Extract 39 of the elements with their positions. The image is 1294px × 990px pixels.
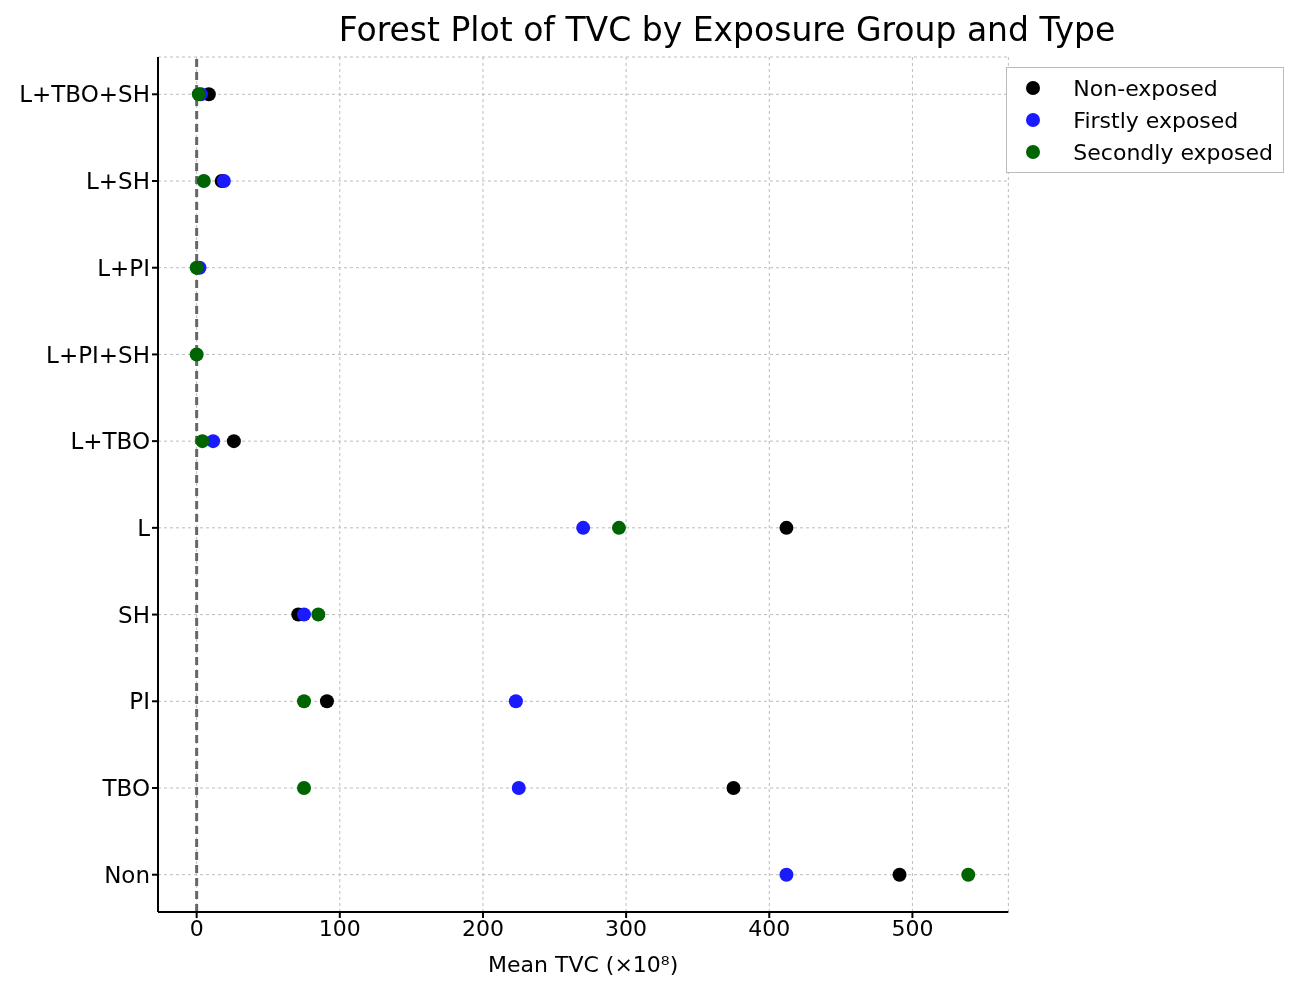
point [892, 867, 907, 882]
y-tick-label: L+TBO+SH [19, 81, 150, 108]
x-axis-title: Mean TVC (×10⁸) [488, 952, 679, 977]
point [779, 520, 794, 535]
y-tick-label: L+TBO [70, 428, 150, 455]
point [726, 781, 741, 795]
y-tick-label: L+PI [97, 254, 150, 281]
point [297, 694, 312, 709]
point [196, 174, 211, 188]
x-tick-label: 100 [318, 915, 361, 941]
point [195, 434, 210, 449]
x-tick-label: 400 [748, 915, 791, 941]
chart-title: Forest Plot of TVC by Exposure Group and Type [337, 9, 1117, 51]
y-tick-label: SH [118, 601, 150, 628]
legend-label: Secondly exposed [1073, 139, 1273, 165]
point [611, 520, 626, 535]
point [508, 694, 523, 709]
y-tick-label: PI [129, 688, 150, 715]
point [511, 781, 526, 795]
point [297, 781, 312, 795]
point [311, 607, 326, 622]
point [226, 434, 241, 449]
point [189, 347, 204, 362]
legend-label: Non-exposed [1073, 75, 1218, 101]
x-tick-label: 500 [891, 915, 934, 941]
y-tick-label: L+PI+SH [46, 341, 150, 368]
point [576, 520, 591, 535]
point [961, 867, 976, 882]
x-tick-label: 0 [189, 915, 204, 941]
point [297, 607, 312, 622]
point [779, 867, 794, 882]
x-tick-label: 200 [461, 915, 504, 941]
x-tick-label: 300 [605, 915, 648, 941]
legend-label: Firstly exposed [1073, 107, 1239, 133]
y-tick-label: L [137, 515, 151, 542]
y-tick-label: L+SH [86, 168, 150, 195]
point [319, 694, 334, 709]
y-tick-label: Non [104, 861, 150, 888]
y-tick-label: TBO [101, 775, 150, 802]
